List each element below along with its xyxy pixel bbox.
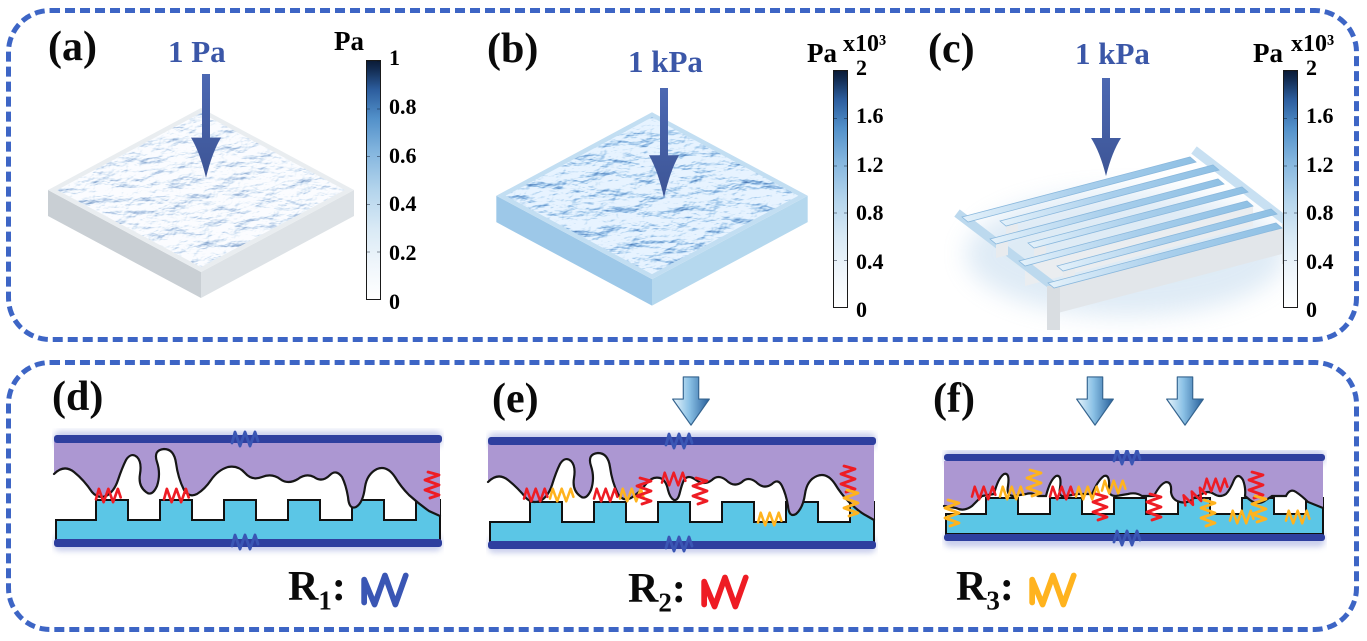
press-arrow-icon-f1	[1076, 376, 1114, 426]
pressure-label-c: 1 kPa	[1075, 36, 1150, 71]
spring-icon-r2	[592, 487, 619, 503]
spring-icon-r3	[1028, 569, 1080, 611]
bottom-electrode-layer	[945, 497, 1324, 535]
colorbar-tick: 0.4	[389, 191, 417, 217]
spring-icon-r3	[548, 487, 575, 503]
colorbar-tick: 0.8	[1306, 200, 1334, 226]
colorbar-tick: 1.6	[856, 103, 884, 129]
pressure-label-a: 1 Pa	[168, 34, 226, 69]
top-electrode-layer	[54, 441, 440, 516]
schematic-f	[942, 450, 1325, 547]
simulation-panel-box	[6, 8, 1359, 342]
panel-label-a: (a)	[48, 24, 97, 70]
pressure-arrow-icon-c	[1091, 78, 1121, 176]
legend-r1: R1:	[288, 566, 412, 614]
schematic-panel-box	[6, 360, 1359, 632]
simulation-render-b	[496, 112, 808, 306]
rough-surface-a	[57, 112, 345, 268]
colorbar-tick: 1.2	[856, 151, 884, 177]
colorbar-b: Pa x10³ 2 1.6 1.2 0.8 0.4 0	[807, 32, 903, 320]
rough-surface-b	[505, 117, 799, 275]
colorbar-title-b: Pa	[807, 38, 837, 68]
top-electrode-layer	[488, 443, 874, 520]
colorbar-tick: 0	[856, 296, 867, 322]
slab-b	[496, 112, 808, 306]
colorbar-title-c: Pa	[1253, 38, 1283, 68]
simulation-render-a	[48, 108, 354, 298]
colorbar-tick: 0.4	[1306, 248, 1334, 274]
colorbar-tick: 2	[856, 55, 867, 80]
colorbar-gradient-a	[366, 60, 381, 300]
press-arrow-icon-e	[672, 376, 710, 426]
colorbar-gradient-b	[833, 70, 848, 308]
bottom-electrode-layer	[55, 499, 441, 541]
colorbar-tick: 0.6	[389, 142, 417, 168]
electrode-grid	[954, 146, 1286, 330]
colorbar-a: Pa 1 0.8 0.6 0.4 0.2 0	[334, 28, 436, 313]
panel-label-d: (d)	[52, 374, 104, 420]
colorbar-tick: 1	[389, 45, 400, 70]
pressure-arrow-icon-b	[649, 88, 679, 198]
colorbar-tick: 1.6	[1306, 103, 1334, 129]
colorbar-exponent-b: x10³	[843, 31, 887, 57]
spring-icon-r2	[700, 571, 752, 613]
legend-label-r2: R2:	[628, 566, 686, 618]
schematic-e	[486, 432, 876, 553]
colorbar-gradient-c	[1283, 70, 1298, 308]
spring-icon-r1	[360, 569, 412, 611]
colorbar-tick: 1.2	[1306, 151, 1334, 177]
panel-label-b: (b)	[487, 26, 539, 72]
legend-label-r3: R3:	[956, 564, 1014, 616]
colorbar-tick: 0	[1306, 296, 1317, 322]
panel-label-c: (c)	[928, 26, 975, 72]
panel-label-e: (e)	[492, 376, 539, 422]
bottom-electrode-layer	[489, 501, 875, 543]
simulation-render-c	[954, 146, 1286, 330]
legend-label-r1: R1:	[288, 564, 346, 616]
colorbar-tick: 0.4	[856, 248, 884, 274]
colorbar-title-a: Pa	[334, 26, 364, 56]
pressure-arrow-icon-a	[191, 74, 221, 178]
colorbar-ticks-a: 1 0.8 0.6 0.4 0.2 0	[389, 47, 417, 313]
slab-a	[48, 108, 354, 298]
colorbar-tick: 0.2	[389, 240, 417, 266]
colorbar-c: Pa x10³ 2 1.6 1.2 0.8 0.4 0	[1253, 32, 1353, 320]
colorbar-tick: 2	[1306, 55, 1317, 80]
panel-label-f: (f)	[933, 376, 975, 422]
press-arrow-icon-f2	[1166, 376, 1204, 426]
colorbar-exponent-c: x10³	[1291, 31, 1335, 57]
colorbar-ticks-b: 2 1.6 1.2 0.8 0.4 0	[856, 57, 884, 321]
pressure-label-b: 1 kPa	[628, 44, 703, 79]
colorbar-ticks-c: 2 1.6 1.2 0.8 0.4 0	[1306, 57, 1334, 321]
legend-r2: R2:	[628, 568, 752, 616]
colorbar-tick: 0	[389, 288, 400, 314]
colorbar-tick: 0.8	[856, 200, 884, 226]
legend-r3: R3:	[956, 566, 1080, 614]
colorbar-tick: 0.8	[389, 93, 417, 119]
schematic-d	[52, 430, 442, 551]
